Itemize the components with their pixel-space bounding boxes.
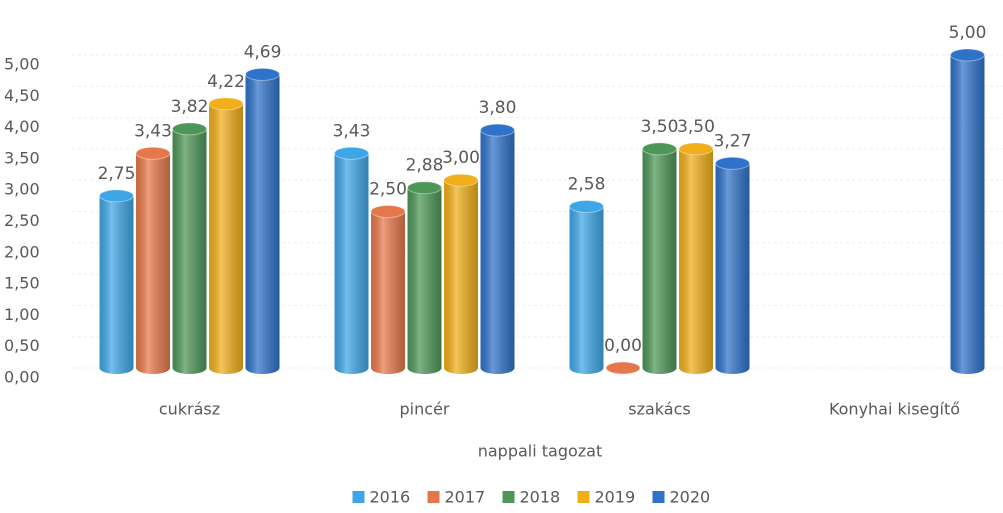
value-label: 3,80 bbox=[479, 98, 517, 118]
legend-label: 2016 bbox=[370, 488, 411, 507]
legend-swatch bbox=[577, 491, 590, 503]
legend-swatch bbox=[652, 491, 665, 503]
value-label: 2,75 bbox=[98, 164, 136, 184]
x-tick-label: szakács bbox=[628, 400, 690, 419]
bar-shade bbox=[679, 148, 713, 374]
bar-shade bbox=[715, 163, 750, 374]
bar-cap bbox=[950, 48, 985, 62]
bar-shade bbox=[407, 187, 442, 374]
legend-label: 2020 bbox=[670, 488, 711, 507]
value-label: 5,00 bbox=[949, 23, 987, 43]
y-tick-label: 2,50 bbox=[4, 211, 40, 230]
value-label: 3,43 bbox=[134, 121, 172, 141]
bar-cap bbox=[370, 205, 406, 218]
y-tick-label: 5,00 bbox=[4, 55, 40, 74]
value-label: 2,88 bbox=[406, 156, 444, 176]
bar-cap bbox=[605, 361, 641, 375]
y-tick-label: 0,50 bbox=[4, 336, 40, 355]
bar-cap bbox=[135, 146, 171, 160]
legend-swatch bbox=[502, 491, 515, 503]
y-tick-label: 2,00 bbox=[4, 242, 40, 261]
bar-cap bbox=[480, 123, 515, 137]
bar-cap bbox=[715, 156, 750, 170]
bar-shade bbox=[569, 206, 604, 374]
y-tick-label: 3,00 bbox=[4, 180, 40, 199]
bar-cap bbox=[208, 97, 244, 111]
bar-shade bbox=[371, 211, 405, 374]
bar-cap bbox=[569, 199, 604, 213]
bar-shade bbox=[99, 195, 134, 374]
bar-cap bbox=[99, 189, 134, 203]
x-axis-label: nappali tagozat bbox=[478, 442, 603, 461]
bar-cap bbox=[172, 122, 207, 136]
bar-shade bbox=[642, 148, 677, 374]
y-tick-label: 1,00 bbox=[4, 305, 40, 324]
bar-shade bbox=[209, 103, 243, 374]
value-label: 3,27 bbox=[714, 131, 752, 151]
x-tick-label: Konyhai kisegítő bbox=[829, 400, 960, 419]
bar-shade bbox=[444, 180, 478, 374]
value-label: 2,50 bbox=[369, 180, 407, 200]
value-label: 3,50 bbox=[641, 117, 679, 137]
bar-cap bbox=[443, 173, 479, 187]
bar-cap bbox=[642, 142, 677, 156]
legend-label: 2018 bbox=[520, 488, 561, 507]
y-tick-label: 4,00 bbox=[4, 117, 40, 136]
bar-cap bbox=[334, 146, 369, 160]
value-label: 4,69 bbox=[244, 42, 282, 62]
x-tick-label: pincér bbox=[400, 400, 450, 419]
legend-swatch bbox=[352, 491, 365, 503]
bar-shade bbox=[480, 130, 515, 374]
y-tick-label: 1,50 bbox=[4, 274, 40, 293]
value-label: 3,00 bbox=[442, 148, 480, 168]
bar-shade bbox=[136, 153, 170, 374]
value-label: 3,50 bbox=[677, 117, 715, 137]
y-tick-label: 4,50 bbox=[4, 86, 40, 105]
x-tick-label: cukrász bbox=[159, 400, 220, 419]
bar-shade bbox=[172, 128, 207, 374]
value-label: 3,43 bbox=[333, 121, 371, 141]
legend-label: 2019 bbox=[595, 488, 636, 507]
value-label: 4,22 bbox=[207, 72, 245, 92]
bar-cap bbox=[245, 67, 280, 81]
bar-cap bbox=[407, 181, 442, 195]
value-label: 0,00 bbox=[604, 336, 642, 356]
bar-shade bbox=[950, 55, 985, 374]
legend-label: 2017 bbox=[445, 488, 486, 507]
value-label: 2,58 bbox=[568, 174, 606, 194]
bar-shade bbox=[334, 153, 369, 374]
value-label: 3,82 bbox=[171, 97, 209, 117]
bar-shade bbox=[245, 74, 280, 374]
y-tick-label: 0,00 bbox=[4, 368, 40, 387]
bar-cap bbox=[678, 142, 714, 156]
legend-swatch bbox=[427, 491, 440, 503]
y-tick-label: 3,50 bbox=[4, 148, 40, 167]
